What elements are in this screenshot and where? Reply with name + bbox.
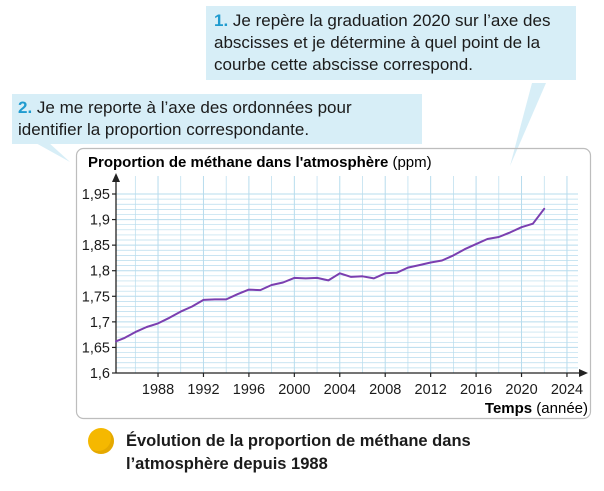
figure-caption: Évolution de la proportion de méthane da… bbox=[126, 432, 471, 473]
y-tick-label: 1,8 bbox=[90, 264, 110, 280]
x-tick-label: 2012 bbox=[415, 382, 447, 398]
x-tick-labels: 1988 1992 1996 2000 2004 2008 2012 2016 2020 2024 bbox=[142, 382, 583, 398]
caption-bullet-icon bbox=[88, 428, 114, 454]
methane-series-line bbox=[115, 207, 546, 343]
y-tick-label: 1,65 bbox=[82, 340, 110, 356]
y-tick-label: 1,9 bbox=[90, 213, 110, 229]
callout-step-1: 1. Je repère la graduation 2020 sur l’ax… bbox=[206, 6, 576, 80]
callout-2-text: Je me reporte à l’axe des ordonnées pour… bbox=[18, 98, 352, 139]
chart-title: Proportion de méthane dans l'atmosphère … bbox=[88, 154, 432, 171]
x-tick-label: 2004 bbox=[324, 382, 356, 398]
x-tick-label: 2000 bbox=[278, 382, 310, 398]
x-axis-label: Temps (année) bbox=[485, 400, 588, 417]
callout-1-text: Je repère la graduation 2020 sur l’axe d… bbox=[214, 11, 551, 74]
x-tick-label: 2020 bbox=[505, 382, 537, 398]
x-tick-label: 2024 bbox=[551, 382, 583, 398]
x-tick-label: 2008 bbox=[369, 382, 401, 398]
y-tick-label: 1,6 bbox=[90, 366, 110, 382]
chart-grid bbox=[116, 176, 578, 373]
callout-2-tail bbox=[34, 142, 70, 162]
callout-step-2: 2. Je me reporte à l’axe des ordonnées p… bbox=[12, 94, 422, 144]
y-tick-label: 1,75 bbox=[82, 289, 110, 305]
y-tick-label: 1,85 bbox=[82, 238, 110, 254]
x-tick-label: 1988 bbox=[142, 382, 174, 398]
chart-axes bbox=[112, 173, 588, 377]
x-tick-label: 2016 bbox=[460, 382, 492, 398]
y-tick-label: 1,7 bbox=[90, 315, 110, 331]
y-axis-arrow-icon bbox=[112, 173, 120, 182]
x-tick-label: 1996 bbox=[233, 382, 265, 398]
y-tick-labels: 1,95 1,9 1,85 1,8 1,75 1,7 1,65 1,6 bbox=[82, 187, 110, 382]
x-axis-arrow-icon bbox=[579, 369, 588, 377]
callout-1-tail bbox=[510, 83, 546, 166]
y-tick-label: 1,95 bbox=[82, 187, 110, 203]
series-group bbox=[115, 207, 546, 343]
callout-2-number: 2. bbox=[18, 98, 33, 117]
x-tick-label: 1992 bbox=[187, 382, 219, 398]
chart-frame bbox=[75, 147, 592, 420]
callout-1-number: 1. bbox=[214, 11, 229, 30]
